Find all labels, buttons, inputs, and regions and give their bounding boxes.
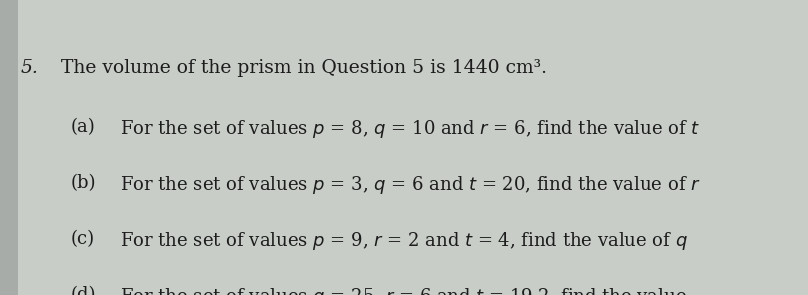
Text: (a): (a) bbox=[71, 118, 96, 136]
Text: For the set of values $p$ = 9, $r$ = 2 and $t$ = 4, find the value of $q$: For the set of values $p$ = 9, $r$ = 2 a… bbox=[120, 230, 688, 252]
Text: (d): (d) bbox=[71, 286, 97, 295]
Text: For the set of values $p$ = 8, $q$ = 10 and $r$ = 6, find the value of $t$: For the set of values $p$ = 8, $q$ = 10 … bbox=[120, 118, 700, 140]
Text: The volume of the prism in Question 5 is 1440 cm³.: The volume of the prism in Question 5 is… bbox=[61, 59, 546, 77]
Text: 5.: 5. bbox=[21, 59, 39, 77]
Text: For the set of values $p$ = 3, $q$ = 6 and $t$ = 20, find the value of $r$: For the set of values $p$ = 3, $q$ = 6 a… bbox=[120, 174, 701, 196]
FancyBboxPatch shape bbox=[0, 0, 18, 295]
Text: (c): (c) bbox=[71, 230, 95, 248]
Text: For the set of values $q$ = 25, $r$ = 6 and $t$ = 19.2, find the value: For the set of values $q$ = 25, $r$ = 6 … bbox=[120, 286, 686, 295]
Text: (b): (b) bbox=[71, 174, 97, 192]
